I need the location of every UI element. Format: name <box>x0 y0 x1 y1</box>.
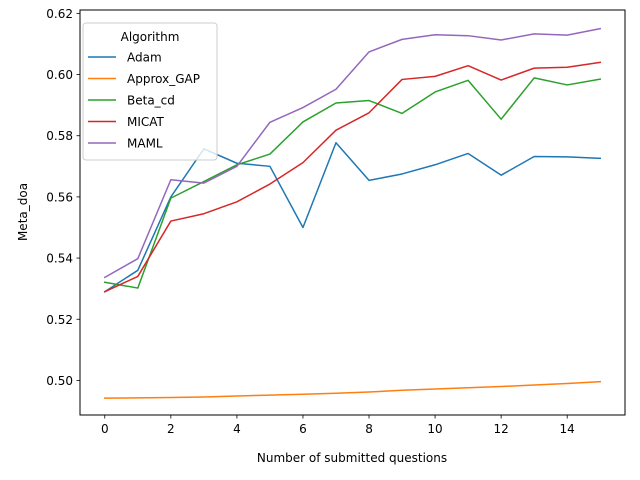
y-tick-label: 0.54 <box>46 252 73 266</box>
series-line-approx-gap <box>104 380 602 399</box>
y-tick-label: 0.56 <box>46 190 73 204</box>
legend: Algorithm Adam Approx_GAP Beta_cd MICAT MAML <box>82 22 218 161</box>
x-tick-label: 8 <box>365 422 373 436</box>
series-line-micat <box>103 61 602 293</box>
series-line-beta-cd <box>103 77 602 289</box>
legend-label: Adam <box>127 51 162 65</box>
x-tick-label: 10 <box>427 422 442 436</box>
plot-frame <box>79 9 626 416</box>
x-axis-label: Number of submitted questions <box>257 451 447 465</box>
y-tick-label: 0.60 <box>46 68 73 82</box>
y-axis: 0.50 0.52 0.54 0.56 0.58 0.60 0.62 <box>46 7 80 388</box>
y-tick-label: 0.52 <box>46 313 73 327</box>
series-line-adam <box>103 142 602 293</box>
legend-label: MAML <box>127 137 163 151</box>
x-tick-label: 4 <box>233 422 241 436</box>
series-line-maml <box>103 27 602 279</box>
y-tick-label: 0.58 <box>46 129 73 143</box>
x-tick-label: 14 <box>560 422 575 436</box>
legend-label: Beta_cd <box>127 94 175 108</box>
x-tick-label: 6 <box>299 422 307 436</box>
y-axis-label: Meta_doa <box>16 183 30 241</box>
x-axis: 0 2 4 6 8 10 12 14 <box>101 415 575 436</box>
legend-items: Adam Approx_GAP Beta_cd MICAT MAML <box>88 51 200 151</box>
legend-label: MICAT <box>127 115 165 129</box>
legend-box <box>82 22 218 161</box>
x-tick-label: 12 <box>493 422 508 436</box>
y-tick-label: 0.62 <box>46 7 73 21</box>
y-tick-label: 0.50 <box>46 374 73 388</box>
legend-label: Approx_GAP <box>127 72 200 86</box>
legend-title: Algorithm <box>121 30 180 44</box>
x-tick-label: 0 <box>101 422 109 436</box>
x-tick-label: 2 <box>167 422 175 436</box>
series-layer <box>103 27 602 399</box>
